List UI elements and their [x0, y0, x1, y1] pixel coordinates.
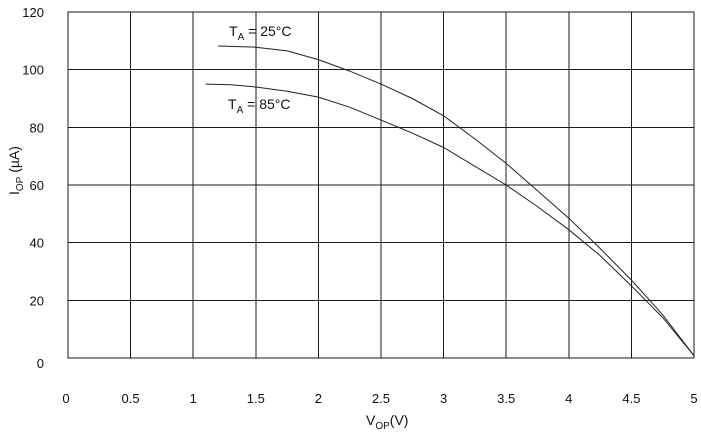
y-tick-label: 120: [22, 5, 44, 20]
x-tick-label: 0.5: [122, 391, 140, 406]
x-tick-label: 0: [62, 391, 69, 406]
series-layer: [205, 45, 695, 357]
x-tick-label: 2.5: [372, 391, 390, 406]
plot-frame: [67, 11, 695, 359]
series-line-0: [218, 45, 695, 357]
series-line-1: [205, 83, 695, 357]
x-tick-label: 2: [315, 391, 322, 406]
x-tick-label: 1.5: [247, 391, 265, 406]
y-tick-label: 20: [30, 293, 44, 308]
grid: [67, 11, 695, 359]
series-label-85c: TA = 85°C: [228, 96, 290, 116]
series-label-25c: TA = 25°C: [229, 23, 291, 43]
x-tick-label: 1: [190, 391, 197, 406]
y-tick-labels: 0 20 40 60 80 100 120: [22, 5, 44, 371]
y-tick-label: 0: [37, 356, 44, 371]
y-tick-label: 100: [22, 63, 44, 78]
y-tick-label: 40: [30, 236, 44, 251]
y-axis-label: IOP (µA): [6, 146, 26, 195]
x-axis-label: VOP(V): [366, 412, 408, 432]
x-tick-label: 5: [690, 391, 697, 406]
x-tick-label: 4: [565, 391, 572, 406]
x-tick-label: 4.5: [622, 391, 640, 406]
x-tick-label: 3: [440, 391, 447, 406]
x-tick-label: 3.5: [497, 391, 515, 406]
y-tick-label: 60: [30, 178, 44, 193]
y-tick-label: 80: [30, 120, 44, 135]
x-tick-labels: 0 0.5 1 1.5 2 2.5 3 3.5 4 4.5 5: [62, 391, 697, 406]
